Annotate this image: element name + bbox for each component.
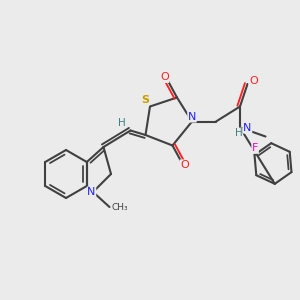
Text: F: F <box>252 143 258 153</box>
Text: N: N <box>87 187 96 197</box>
Text: H: H <box>118 118 126 128</box>
Text: O: O <box>160 72 169 82</box>
Text: O: O <box>180 160 189 170</box>
Text: N: N <box>243 123 252 133</box>
Text: H: H <box>235 128 242 138</box>
Text: CH₃: CH₃ <box>112 202 128 211</box>
Text: O: O <box>249 76 258 86</box>
Text: S: S <box>142 95 149 105</box>
Text: N: N <box>188 112 196 122</box>
